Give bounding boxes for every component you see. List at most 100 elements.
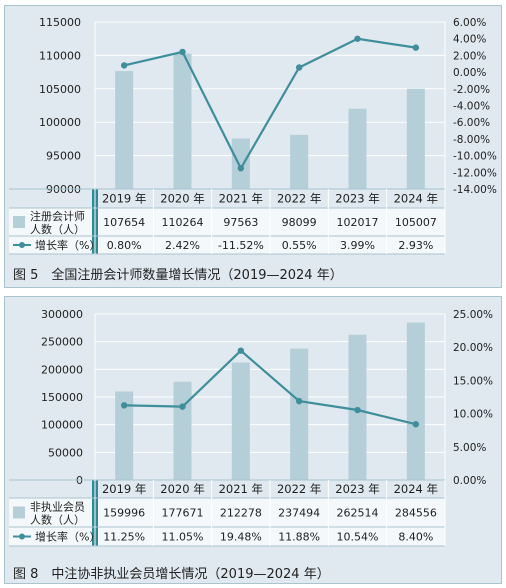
fig2-left-tick-label: 250000 (41, 336, 83, 349)
fig1-rate-cell: -11.52% (218, 239, 264, 252)
fig2-bar-row-label: 人数（人） (30, 514, 85, 527)
fig2-bar-legend-swatch (13, 506, 25, 519)
fig1-left-tick-label: 100000 (39, 116, 81, 129)
fig2-rate-cell: 11.05% (162, 531, 204, 544)
fig2-rate-cell: 10.54% (337, 531, 379, 544)
fig2-right-tick-label: 15.00% (453, 375, 493, 387)
fig1-category-label: 2023 年 (335, 192, 379, 206)
fig1-rate-cell: 3.99% (340, 239, 375, 252)
fig1-right-tick-label: -4.00% (453, 101, 490, 113)
fig1-bar (406, 88, 425, 189)
fig1-growth-point (120, 62, 128, 69)
fig2-growth-point (412, 421, 420, 428)
fig1-right-tick-label: -12.00% (453, 167, 497, 179)
fig2-count-cell: 177671 (162, 507, 204, 520)
fig2-rate-cell: 19.48% (220, 531, 262, 544)
fig1-count-cell: 102017 (337, 216, 379, 229)
fig2-line-row-label: 增长率（%） (35, 530, 100, 544)
fig2-growth-line (124, 349, 417, 426)
fig2-growth-point (120, 402, 128, 409)
fig2-right-tick-label: 10.00% (453, 409, 493, 421)
fig2-growth-point (237, 347, 245, 354)
fig1-count-cell: 110264 (162, 216, 204, 229)
fig2-category-label: 2021 年 (219, 482, 263, 496)
fig1-category-label: 2020 年 (160, 192, 204, 206)
fig2-growth-point (179, 403, 186, 410)
fig1-category-label: 2024 年 (394, 192, 438, 206)
fig2-category-label: 2022 年 (277, 482, 321, 496)
fig1-bar (290, 134, 309, 189)
fig2-left-tick-label: 100000 (41, 419, 83, 432)
figure-5-caption: 图 5 全国注册会计师数量增长情况（2019—2024 年） (13, 268, 343, 283)
fig2-left-tick-label: 200000 (41, 363, 83, 376)
fig1-rate-cell: 2.93% (398, 239, 433, 252)
fig1-left-tick-label: 115000 (39, 16, 81, 29)
fig2-count-cell: 159996 (103, 507, 145, 520)
fig2-bar (173, 381, 192, 480)
fig2-category-label: 2023 年 (335, 482, 379, 496)
fig2-bar-row-label: 非执业会员 (30, 500, 85, 514)
fig2-left-tick-label: 150000 (41, 391, 83, 404)
fig1-count-cell: 97563 (223, 216, 258, 229)
fig1-right-tick-label: -14.00% (453, 184, 497, 196)
figure-8-chart: 05000010000015000020000025000030000025.0… (9, 308, 493, 547)
fig1-growth-point (412, 44, 420, 51)
fig1-bar-row-label: 注册会计师 (30, 209, 85, 223)
fig2-category-label: 2020 年 (160, 482, 204, 496)
fig2-bar (231, 362, 250, 480)
fig1-right-tick-label: -10.00% (453, 151, 497, 163)
figure-8-panel: 05000010000015000020000025000030000025.0… (4, 296, 502, 584)
fig1-bar-legend-swatch (13, 216, 25, 228)
fig1-bar (348, 108, 367, 189)
fig2-table-body (9, 498, 445, 546)
fig1-rate-cell: 2.42% (165, 239, 200, 252)
fig2-count-cell: 262514 (337, 507, 379, 520)
fig1-count-cell: 105007 (395, 216, 437, 229)
fig2-count-cell: 284556 (395, 507, 437, 520)
fig1-line-legend-marker (19, 242, 25, 248)
fig1-bar (231, 138, 250, 189)
fig2-bar (115, 391, 134, 480)
fig1-growth-point (179, 48, 186, 56)
fig2-growth-point (295, 397, 303, 405)
fig1-category-label: 2022 年 (277, 192, 321, 206)
fig1-count-cell: 98099 (282, 216, 317, 229)
fig1-right-tick-label: 4.00% (453, 34, 486, 46)
fig2-rate-cell: 11.88% (278, 531, 320, 544)
fig2-rate-cell: 11.25% (103, 531, 145, 544)
fig1-left-tick-label: 105000 (39, 83, 81, 96)
fig1-right-tick-label: -8.00% (453, 134, 490, 146)
fig2-right-tick-label: 20.00% (453, 342, 493, 354)
fig1-rate-cell: 0.80% (107, 239, 142, 252)
fig1-bar-row-label: 人数（人） (30, 223, 85, 236)
fig2-category-label: 2024 年 (394, 482, 438, 496)
fig2-left-tick-label: 300000 (41, 308, 83, 321)
fig1-growth-point (295, 64, 303, 71)
fig1-growth-point (354, 35, 361, 42)
fig1-plot-area (95, 22, 445, 189)
fig2-bar (406, 322, 425, 480)
fig1-rate-cell: 0.55% (282, 239, 317, 252)
fig1-category-label: 2019 年 (102, 192, 146, 206)
fig2-right-tick-label: 25.00% (453, 309, 493, 321)
figure-5-panel: 90000 95000 100000 105000 110000 115000 6.00% 4… (4, 5, 502, 288)
fig1-growth-point (237, 165, 245, 172)
fig2-rate-cell: 8.40% (398, 531, 433, 544)
fig1-line-row-label: 增长率（%） (35, 238, 100, 252)
fig2-left-tick-label: 50000 (48, 446, 83, 459)
fig2-growth-point (354, 406, 361, 414)
fig2-right-tick-label: 5.00% (453, 442, 486, 454)
fig1-right-tick-label: -2.00% (453, 84, 490, 96)
fig1-count-cell: 107654 (103, 216, 145, 229)
fig2-category-label: 2019 年 (102, 482, 146, 496)
fig1-right-tick-label: 2.00% (453, 50, 486, 62)
fig2-count-cell: 212278 (220, 507, 262, 520)
fig1-bar (173, 53, 192, 190)
fig2-bar (290, 348, 309, 480)
figure-8-caption: 图 8 中注协非执业会员增长情况（2019—2024 年） (13, 567, 330, 582)
fig1-growth-line (123, 37, 416, 171)
fig2-line-legend-marker (19, 533, 25, 540)
fig1-category-label: 2021 年 (219, 192, 263, 206)
fig1-table-body (9, 208, 445, 254)
